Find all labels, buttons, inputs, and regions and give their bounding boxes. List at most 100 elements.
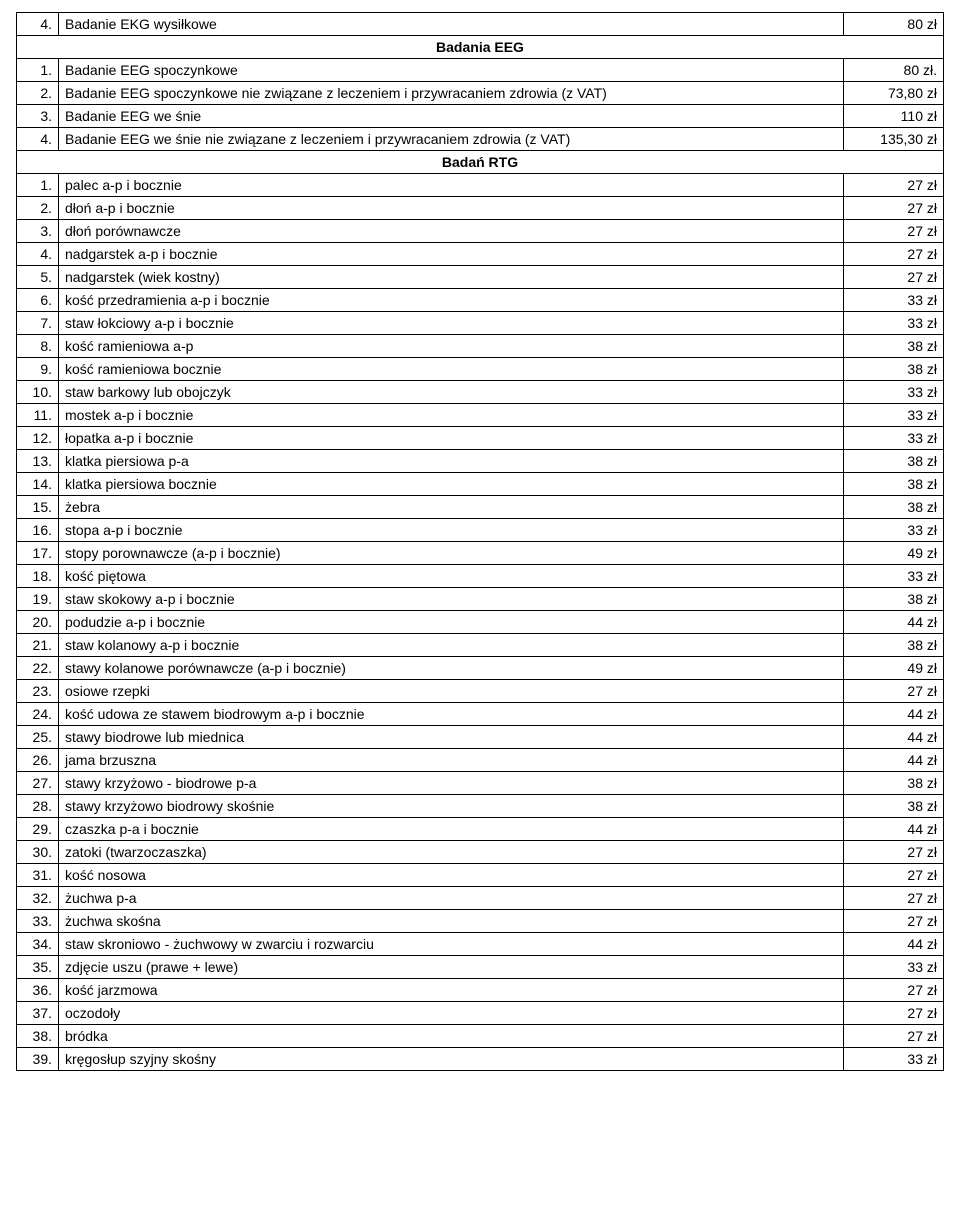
row-number: 34.: [17, 933, 59, 956]
row-price: 38 zł: [844, 450, 944, 473]
table-row: 33.żuchwa skośna27 zł: [17, 910, 944, 933]
row-number: 36.: [17, 979, 59, 1002]
row-description: żuchwa skośna: [59, 910, 844, 933]
row-description: staw barkowy lub obojczyk: [59, 381, 844, 404]
row-number: 32.: [17, 887, 59, 910]
row-price: 38 zł: [844, 634, 944, 657]
table-row: 22.stawy kolanowe porównawcze (a-p i boc…: [17, 657, 944, 680]
row-number: 19.: [17, 588, 59, 611]
row-price: 27 zł: [844, 887, 944, 910]
row-description: kość jarzmowa: [59, 979, 844, 1002]
table-row: Badań RTG: [17, 151, 944, 174]
row-description: nadgarstek (wiek kostny): [59, 266, 844, 289]
row-number: 7.: [17, 312, 59, 335]
row-description: palec a-p i bocznie: [59, 174, 844, 197]
row-number: 4.: [17, 128, 59, 151]
table-row: 35.zdjęcie uszu (prawe + lewe)33 zł: [17, 956, 944, 979]
table-row: 31.kość nosowa27 zł: [17, 864, 944, 887]
table-row: 28.stawy krzyżowo biodrowy skośnie38 zł: [17, 795, 944, 818]
row-price: 33 zł: [844, 519, 944, 542]
row-price: 38 zł: [844, 772, 944, 795]
row-description: żebra: [59, 496, 844, 519]
table-row: 20.podudzie a-p i bocznie44 zł: [17, 611, 944, 634]
row-price: 33 zł: [844, 312, 944, 335]
table-row: 7.staw łokciowy a-p i bocznie33 zł: [17, 312, 944, 335]
table-row: 3.Badanie EEG we śnie110 zł: [17, 105, 944, 128]
table-row: 10.staw barkowy lub obojczyk33 zł: [17, 381, 944, 404]
table-row: 18.kość piętowa33 zł: [17, 565, 944, 588]
table-row: 16.stopa a-p i bocznie33 zł: [17, 519, 944, 542]
table-row: 9.kość ramieniowa bocznie38 zł: [17, 358, 944, 381]
row-price: 38 zł: [844, 473, 944, 496]
row-description: oczodoły: [59, 1002, 844, 1025]
row-description: kość przedramienia a-p i bocznie: [59, 289, 844, 312]
row-price: 38 zł: [844, 335, 944, 358]
row-description: stawy biodrowe lub miednica: [59, 726, 844, 749]
row-price: 27 zł: [844, 841, 944, 864]
row-price: 27 zł: [844, 910, 944, 933]
row-description: bródka: [59, 1025, 844, 1048]
row-description: stawy krzyżowo - biodrowe p-a: [59, 772, 844, 795]
table-row: 2.Badanie EEG spoczynkowe nie związane z…: [17, 82, 944, 105]
row-description: Badanie EEG spoczynkowe: [59, 59, 844, 82]
row-number: 23.: [17, 680, 59, 703]
table-row: 21.staw kolanowy a-p i bocznie38 zł: [17, 634, 944, 657]
table-row: 29.czaszka p-a i bocznie44 zł: [17, 818, 944, 841]
price-list-table: 4.Badanie EKG wysiłkowe80 złBadania EEG1…: [16, 12, 944, 1071]
table-row: 32.żuchwa p-a27 zł: [17, 887, 944, 910]
table-row: 8.kość ramieniowa a-p38 zł: [17, 335, 944, 358]
section-header: Badań RTG: [17, 151, 944, 174]
row-number: 38.: [17, 1025, 59, 1048]
row-description: kość piętowa: [59, 565, 844, 588]
row-price: 110 zł: [844, 105, 944, 128]
row-price: 33 zł: [844, 565, 944, 588]
table-row: 37.oczodoły27 zł: [17, 1002, 944, 1025]
table-row: 24.kość udowa ze stawem biodrowym a-p i …: [17, 703, 944, 726]
row-description: staw skokowy a-p i bocznie: [59, 588, 844, 611]
row-description: stawy krzyżowo biodrowy skośnie: [59, 795, 844, 818]
table-row: 4.Badanie EEG we śnie nie związane z lec…: [17, 128, 944, 151]
row-description: stopy porownawcze (a-p i bocznie): [59, 542, 844, 565]
row-description: czaszka p-a i bocznie: [59, 818, 844, 841]
row-price: 27 zł: [844, 680, 944, 703]
row-number: 1.: [17, 174, 59, 197]
table-row: 36.kość jarzmowa27 zł: [17, 979, 944, 1002]
row-price: 27 zł: [844, 1025, 944, 1048]
row-number: 25.: [17, 726, 59, 749]
row-number: 30.: [17, 841, 59, 864]
row-price: 33 zł: [844, 404, 944, 427]
table-row: 30.zatoki (twarzoczaszka)27 zł: [17, 841, 944, 864]
table-row: 1.Badanie EEG spoczynkowe80 zł.: [17, 59, 944, 82]
row-price: 49 zł: [844, 542, 944, 565]
row-price: 49 zł: [844, 657, 944, 680]
table-row: 3.dłoń porównawcze27 zł: [17, 220, 944, 243]
row-price: 38 zł: [844, 496, 944, 519]
row-number: 33.: [17, 910, 59, 933]
row-price: 73,80 zł: [844, 82, 944, 105]
row-description: Badanie EEG spoczynkowe nie związane z l…: [59, 82, 844, 105]
table-row: 26.jama brzuszna44 zł: [17, 749, 944, 772]
table-row: 25.stawy biodrowe lub miednica44 zł: [17, 726, 944, 749]
row-price: 27 zł: [844, 266, 944, 289]
row-number: 2.: [17, 197, 59, 220]
row-number: 11.: [17, 404, 59, 427]
row-number: 31.: [17, 864, 59, 887]
row-number: 24.: [17, 703, 59, 726]
row-number: 17.: [17, 542, 59, 565]
row-price: 27 zł: [844, 220, 944, 243]
row-description: kość ramieniowa a-p: [59, 335, 844, 358]
row-description: nadgarstek a-p i bocznie: [59, 243, 844, 266]
row-description: kość nosowa: [59, 864, 844, 887]
table-row: 15.żebra38 zł: [17, 496, 944, 519]
row-number: 37.: [17, 1002, 59, 1025]
row-number: 26.: [17, 749, 59, 772]
table-row: 38.bródka27 zł: [17, 1025, 944, 1048]
row-description: żuchwa p-a: [59, 887, 844, 910]
row-price: 44 zł: [844, 933, 944, 956]
row-description: staw skroniowo - żuchwowy w zwarciu i ro…: [59, 933, 844, 956]
row-price: 38 zł: [844, 795, 944, 818]
row-description: zatoki (twarzoczaszka): [59, 841, 844, 864]
row-price: 27 zł: [844, 979, 944, 1002]
row-number: 8.: [17, 335, 59, 358]
table-row: 27.stawy krzyżowo - biodrowe p-a38 zł: [17, 772, 944, 795]
